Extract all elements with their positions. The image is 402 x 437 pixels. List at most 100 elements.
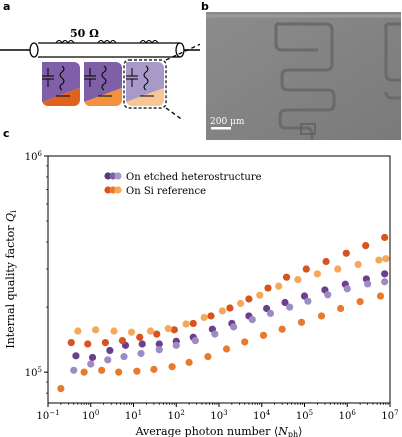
data-point: [266, 309, 275, 317]
data-point: [115, 368, 123, 376]
data-point: [182, 320, 190, 328]
data-point: [300, 292, 309, 300]
data-point: [127, 328, 136, 336]
data-point: [133, 367, 141, 375]
data-point: [155, 340, 163, 348]
panel-c-letter: c: [3, 127, 10, 140]
data-point: [110, 327, 118, 335]
x-tick-label: 105: [296, 409, 313, 422]
data-point: [120, 353, 128, 361]
y-tick-label: 105: [25, 366, 42, 379]
x-tick-label: 106: [339, 409, 357, 422]
data-point: [264, 284, 272, 292]
legend-label-si: On Si reference: [126, 186, 206, 197]
data-point: [304, 297, 312, 305]
y-axis-label: Internal quality factor Qi: [4, 210, 18, 349]
data-point: [211, 330, 219, 338]
data-point: [282, 273, 291, 281]
x-axis-label: Average photon number ⟨Nph⟩: [135, 425, 303, 437]
data-point: [170, 326, 178, 334]
data-point: [334, 265, 342, 273]
data-point: [92, 326, 100, 334]
data-point: [191, 336, 199, 345]
data-point: [313, 270, 321, 278]
data-point: [322, 257, 330, 266]
plot-frame: [47, 155, 391, 404]
data-point: [382, 255, 390, 263]
data-point: [245, 295, 253, 303]
data-point: [342, 249, 350, 257]
data-point: [146, 327, 155, 335]
data-point: [88, 353, 97, 362]
x-tick-label: 107: [381, 409, 398, 422]
data-point: [80, 368, 88, 376]
data-point: [98, 366, 106, 374]
data-point: [362, 242, 370, 250]
data-point: [57, 384, 65, 393]
data-point: [70, 366, 78, 374]
data-point: [222, 345, 231, 353]
data-point: [263, 304, 271, 313]
data-point: [337, 304, 345, 313]
y-tick-label: 106: [25, 150, 43, 163]
coupling-inductor-3: [139, 40, 159, 44]
legend-label-etched: On etched heterostructure: [126, 172, 262, 183]
legend-swatch-etched: [109, 172, 117, 180]
data-point: [381, 233, 389, 242]
data-point: [376, 292, 385, 300]
resonator-1: [42, 62, 80, 106]
data-point: [294, 276, 302, 284]
data-point: [317, 312, 326, 320]
data-point: [185, 358, 193, 366]
data-point: [281, 298, 289, 307]
legend-swatch-si: [114, 186, 122, 194]
meander-path: [276, 22, 336, 140]
data-point: [381, 278, 389, 286]
x-tick-label: 103: [210, 409, 227, 422]
scalebar: [211, 127, 231, 130]
scalebar-label: 200 μm: [210, 117, 245, 127]
data-point: [118, 336, 127, 345]
data-point: [230, 323, 238, 331]
legend-swatch-si: [109, 186, 117, 194]
data-point: [87, 360, 95, 368]
data-point: [236, 299, 245, 308]
data-point: [153, 330, 161, 338]
data-point: [207, 312, 215, 320]
legend-swatch-etched: [104, 172, 112, 180]
data-point: [297, 318, 306, 326]
resonator-2: [84, 62, 122, 106]
data-point: [74, 327, 82, 335]
data-point: [241, 338, 249, 346]
x-tick-label: 104: [253, 409, 271, 422]
data-point: [278, 325, 286, 333]
data-point: [104, 356, 112, 364]
legend-swatch-etched: [114, 172, 122, 180]
data-point: [136, 333, 144, 341]
data-point: [189, 319, 197, 328]
data-point: [200, 313, 208, 322]
resistor-label: 50 Ω: [70, 27, 99, 40]
data-point: [364, 280, 372, 288]
data-point: [106, 346, 114, 355]
data-point: [164, 325, 172, 333]
data-point: [354, 260, 362, 269]
data-point: [226, 304, 234, 312]
quality-factor-chart: 10−1 100 101 102 103 104 105 106 107 105 106 Averag…: [4, 150, 399, 437]
micrograph: 200 μm: [206, 12, 401, 140]
data-point: [67, 339, 75, 347]
data-point: [137, 349, 145, 358]
connector-left-icon: [29, 42, 39, 58]
coupling-inductor-2: [97, 40, 117, 44]
x-tick-label: 101: [125, 409, 142, 422]
data-point: [375, 256, 383, 264]
data-point: [101, 339, 109, 347]
data-point: [356, 298, 364, 306]
zoom-line-bottom: [165, 107, 184, 120]
data-point: [172, 341, 180, 349]
data-point: [324, 291, 332, 299]
data-point: [343, 285, 351, 293]
panel-a-letter: a: [3, 0, 11, 13]
coupling-inductor-1: [55, 40, 75, 44]
